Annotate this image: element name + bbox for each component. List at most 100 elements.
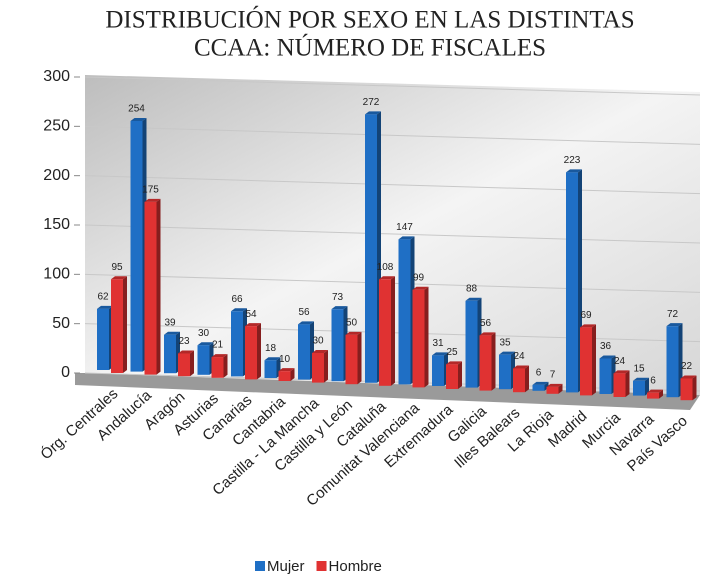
data-label: 24 <box>513 351 525 362</box>
bar <box>264 360 277 378</box>
legend-label: Mujer <box>267 558 305 575</box>
data-label: 95 <box>111 262 123 273</box>
bar-side <box>156 198 161 375</box>
bar-side <box>645 377 649 396</box>
bar <box>245 326 257 380</box>
bar-side <box>592 324 596 396</box>
bar <box>312 353 324 383</box>
bar <box>432 355 444 386</box>
bar-top <box>479 332 496 336</box>
grid-line <box>84 125 701 145</box>
bar-top <box>613 370 630 374</box>
bar <box>599 358 612 394</box>
y-tick-label: 300 <box>43 68 70 85</box>
bar <box>331 309 344 382</box>
bar-top <box>298 321 314 325</box>
bar <box>513 368 525 393</box>
bar <box>580 327 592 396</box>
bar <box>197 345 210 375</box>
bar-side <box>458 361 462 389</box>
bar-side <box>257 323 261 380</box>
bar <box>613 373 626 397</box>
bar-top <box>111 276 127 280</box>
bar-side <box>290 368 295 381</box>
bar <box>231 311 243 377</box>
data-label: 10 <box>279 354 291 365</box>
bar-top <box>465 297 482 301</box>
data-label: 21 <box>212 340 224 351</box>
bar-top <box>398 236 415 240</box>
bar-top <box>580 324 596 328</box>
legend-swatch <box>316 561 327 571</box>
bar-top <box>211 354 228 358</box>
bar-top <box>178 350 194 354</box>
bar-top <box>331 306 348 310</box>
bar-top <box>264 357 281 361</box>
data-label: 18 <box>265 343 277 354</box>
bar-top <box>546 383 563 387</box>
bar <box>446 364 458 389</box>
data-label: 147 <box>396 222 413 233</box>
bar-top <box>97 305 113 309</box>
bar-side <box>544 381 549 391</box>
bar-top <box>532 381 549 385</box>
bar-side <box>424 286 429 388</box>
bar-top <box>345 331 362 335</box>
data-label: 88 <box>466 283 478 294</box>
data-label: 69 <box>580 310 592 321</box>
data-label: 30 <box>312 336 324 347</box>
bar <box>130 120 143 372</box>
bar-top <box>566 169 582 173</box>
legend-label: Hombre <box>329 558 382 575</box>
bar <box>680 378 693 401</box>
chart-title: CCAA: NÚMERO DE FISCALES <box>194 34 546 62</box>
data-label: 6 <box>536 368 542 379</box>
bar-top <box>245 323 261 327</box>
bar <box>97 308 109 370</box>
grid-line <box>84 76 701 96</box>
y-tick-label: 50 <box>52 315 70 332</box>
data-label: 25 <box>446 347 458 358</box>
bar-top <box>633 377 649 381</box>
bar-side <box>324 350 328 383</box>
bar <box>365 114 377 383</box>
bar-top <box>432 352 448 356</box>
y-tick-label: 250 <box>43 118 70 135</box>
grid-line <box>84 224 701 244</box>
data-label: 36 <box>600 341 612 352</box>
bar-side <box>692 375 697 401</box>
legend-swatch <box>255 561 265 571</box>
data-label: 30 <box>198 328 210 339</box>
data-label: 223 <box>564 155 581 166</box>
bar-top <box>499 351 515 355</box>
bar <box>499 354 511 390</box>
bar-top <box>446 361 462 365</box>
floor <box>75 373 700 410</box>
data-label: 23 <box>178 336 190 347</box>
y-tick-label: 200 <box>43 167 70 184</box>
bar <box>398 239 411 385</box>
bar-top <box>312 350 328 353</box>
bar-top <box>513 365 529 369</box>
data-label: 39 <box>164 317 176 328</box>
grid-line <box>84 175 701 195</box>
bar <box>412 289 425 388</box>
data-label: 56 <box>480 318 492 329</box>
bar-top <box>412 286 429 290</box>
bar <box>345 334 358 385</box>
bar <box>666 326 679 398</box>
bar-side <box>625 370 630 397</box>
bar <box>211 357 224 378</box>
bar-side <box>491 332 496 391</box>
bar-top <box>231 308 247 312</box>
bar-side <box>357 331 362 385</box>
bar-side <box>223 354 228 378</box>
data-label: 6 <box>650 375 656 386</box>
y-tick-label: 100 <box>43 266 70 283</box>
bar-side <box>190 350 194 377</box>
bar-top <box>164 331 180 335</box>
data-label: 7 <box>550 370 556 381</box>
y-tick-label: 0 <box>61 364 70 381</box>
data-label: 175 <box>142 185 159 196</box>
bar-side <box>391 276 395 386</box>
